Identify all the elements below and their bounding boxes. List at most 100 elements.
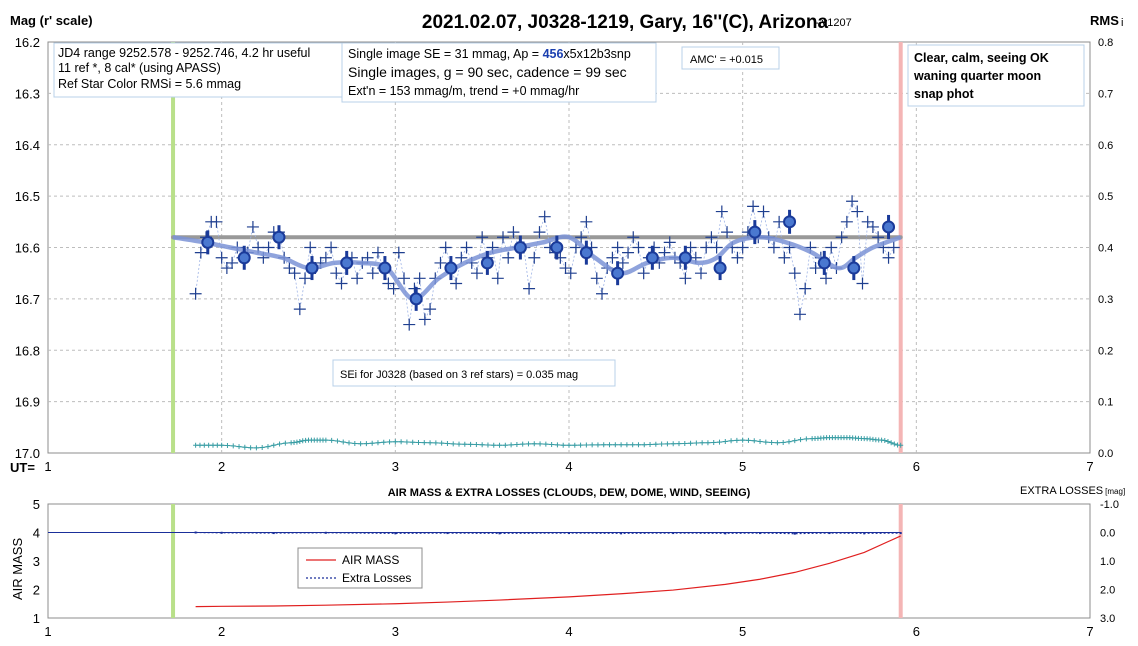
extra-losses-point — [220, 531, 223, 534]
extra-losses-point — [272, 532, 275, 535]
single-image-point — [721, 226, 734, 239]
binned-point — [611, 266, 625, 280]
binned-point — [678, 251, 692, 265]
single-image-point — [335, 277, 348, 290]
rms-point — [670, 441, 676, 447]
single-image-point — [736, 241, 749, 254]
airmass-y-tick-label: 2 — [33, 583, 40, 598]
rms-point — [294, 439, 300, 445]
rms-point — [693, 440, 699, 446]
rms-point — [711, 440, 717, 446]
airmass-x-tick-label: 4 — [565, 624, 572, 639]
rms-point — [786, 439, 792, 445]
single-image-point — [288, 267, 301, 280]
binned-point — [444, 261, 458, 275]
main-y2-tick-label: 0.0 — [1098, 448, 1113, 460]
rms-point — [230, 443, 236, 449]
airmass-y2-tick-label: 2.0 — [1100, 585, 1115, 597]
single-image-point — [455, 251, 468, 264]
rms-point — [531, 441, 537, 447]
extra-losses-point — [759, 532, 762, 535]
rms-point — [751, 438, 757, 444]
single-image-point — [293, 303, 306, 316]
single-image-point — [304, 241, 317, 254]
binned-point — [237, 251, 251, 265]
rms-point — [224, 442, 230, 448]
single-image-point — [835, 231, 848, 244]
extra-losses-point — [324, 531, 327, 534]
single-image-point — [559, 262, 572, 275]
rms-point — [589, 442, 595, 448]
extra-losses-point — [724, 532, 727, 535]
rms-point — [253, 445, 259, 451]
rms-point — [514, 442, 520, 448]
single-image-point — [528, 251, 541, 264]
main-y-tick-label: 16.6 — [15, 241, 40, 256]
rms-point — [898, 442, 904, 448]
info-amc: AMC' = +0.015 — [690, 54, 763, 66]
main-y2-tick-label: 0.4 — [1098, 243, 1113, 255]
binned-point — [713, 261, 727, 275]
single-image-point — [398, 272, 411, 285]
airmass-y-tick-label: 3 — [33, 554, 40, 569]
single-image-point — [694, 267, 707, 280]
single-image-point — [861, 215, 874, 228]
single-image-point — [866, 220, 879, 233]
single-image-point — [856, 277, 869, 290]
rms-point — [502, 442, 508, 448]
single-image-point — [262, 241, 275, 254]
airmass-line — [195, 535, 901, 608]
single-image-point — [627, 231, 640, 244]
rms-point — [381, 439, 387, 445]
single-image-point — [637, 267, 650, 280]
rms-point — [699, 440, 705, 446]
legend-airmass-label: AIR MASS — [342, 553, 399, 567]
rms-point — [277, 441, 283, 447]
rms-point — [334, 438, 340, 444]
airmass-title: AIR MASS & EXTRA LOSSES (CLOUDS, DEW, DO… — [388, 487, 751, 499]
info-conditions-line3: snap phot — [914, 87, 975, 101]
single-image-point — [710, 241, 723, 254]
main-y2-tick-label: 0.8 — [1098, 37, 1113, 49]
rms-point — [363, 441, 369, 447]
info-single-line1: Single image SE = 31 mmag, Ap = 456x5x12… — [348, 47, 631, 61]
info-range-line2: 11 ref *, 8 cal* (using APASS) — [58, 61, 221, 75]
airmass-x-ticks: 1 2 3 4 5 6 7 — [44, 624, 1093, 639]
rms-point — [647, 442, 653, 448]
single-image-point — [220, 262, 233, 275]
rms-point — [566, 442, 572, 448]
single-image-point — [424, 303, 437, 316]
extra-losses-point — [672, 532, 675, 535]
single-image-point — [705, 231, 718, 244]
single-image-point — [622, 246, 635, 259]
single-image-point — [319, 251, 332, 264]
info-box-range: JD4 range 9252.578 - 9252.746, 4.2 hr us… — [53, 42, 367, 98]
airmass-x-tick-label: 5 — [739, 624, 746, 639]
rms-point — [803, 436, 809, 442]
rms-point — [705, 440, 711, 446]
rms-point — [543, 441, 549, 447]
main-y2-tick-label: 0.7 — [1098, 88, 1113, 100]
airmass-y-ticks: 5 4 3 2 1 — [33, 497, 40, 626]
main-y2-tick-label: 0.3 — [1098, 294, 1113, 306]
rms-point — [259, 445, 265, 451]
single-image-point — [663, 236, 676, 249]
airmass-x-tick-label: 2 — [218, 624, 225, 639]
rms-point — [595, 442, 601, 448]
binned-point — [340, 256, 354, 270]
airmass-y2-tick-label: 1.0 — [1100, 556, 1115, 568]
airmass-plot-area — [47, 503, 1091, 619]
extra-losses-line — [195, 531, 901, 535]
single-image-point — [679, 272, 692, 285]
rms-point — [757, 438, 763, 444]
rms-point — [641, 442, 647, 448]
airmass-y2-title: EXTRA LOSSES [mag] — [1020, 485, 1125, 497]
rms-point — [456, 441, 462, 447]
single-image-point — [226, 256, 239, 269]
rms-point — [728, 438, 734, 444]
single-image-point — [434, 256, 447, 269]
binned-point — [748, 225, 762, 239]
extra-losses-point — [394, 532, 397, 535]
rms-point — [882, 438, 888, 443]
rms-point — [242, 444, 248, 450]
